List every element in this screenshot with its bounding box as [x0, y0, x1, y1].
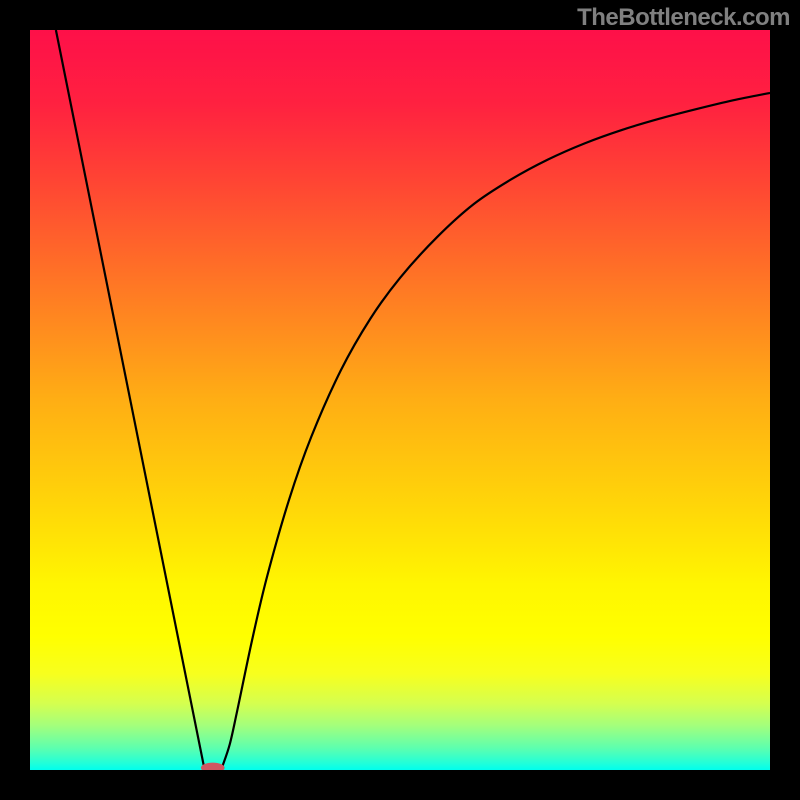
bottleneck-chart	[0, 0, 800, 800]
gradient-background	[30, 30, 770, 770]
chart-container: { "watermark": { "text": "TheBottleneck.…	[0, 0, 800, 800]
watermark-text: TheBottleneck.com	[577, 4, 790, 32]
